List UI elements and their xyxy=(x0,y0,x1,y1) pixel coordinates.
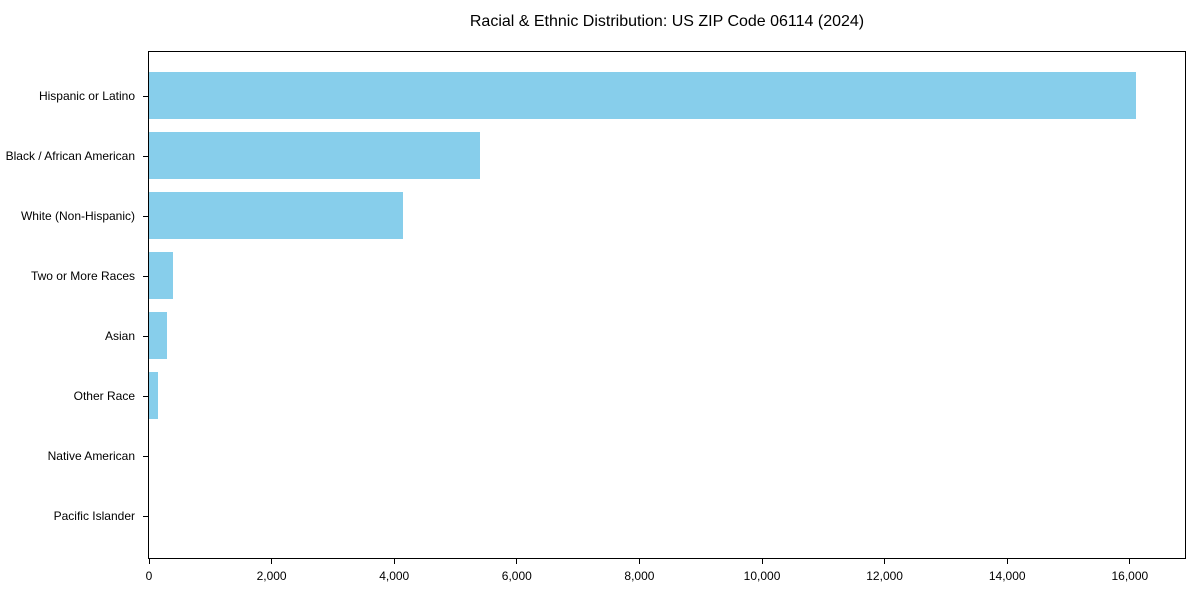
bar-white-non-hispanic xyxy=(149,192,404,239)
x-tick-mark xyxy=(884,559,886,564)
bar-asian xyxy=(149,312,168,359)
bar-other-race xyxy=(149,372,159,419)
x-tick-mark xyxy=(761,559,763,564)
y-row: Two or More Races xyxy=(0,246,148,306)
category-label: Black / African American xyxy=(5,149,135,163)
bar-row xyxy=(149,426,1185,486)
y-tick-mark xyxy=(143,156,148,157)
x-tick-mark xyxy=(393,559,395,564)
bar-row xyxy=(149,126,1185,186)
y-row: Other Race xyxy=(0,366,148,426)
y-tick-mark xyxy=(143,336,148,337)
x-axis: 0 2,000 4,000 6,000 8,000 10,000 12,000 14,000 1… xyxy=(145,559,1185,599)
x-tick-mark xyxy=(638,559,640,564)
bar-row xyxy=(149,306,1185,366)
x-tick-label: 10,000 xyxy=(743,569,781,583)
bar-row xyxy=(149,186,1185,246)
x-tick-mark xyxy=(1006,559,1008,564)
y-tick-mark xyxy=(143,396,148,397)
y-tick-mark xyxy=(143,456,148,457)
y-row: White (Non-Hispanic) xyxy=(0,186,148,246)
chart-title: Racial & Ethnic Distribution: US ZIP Cod… xyxy=(469,13,865,30)
category-label: White (Non-Hispanic) xyxy=(20,209,135,223)
y-tick-mark xyxy=(143,276,148,277)
y-row: Pacific Islander xyxy=(0,486,148,546)
x-tick-label: 4,000 xyxy=(379,569,410,583)
y-row: Hispanic or Latino xyxy=(0,66,148,126)
x-tick-mark xyxy=(516,559,518,564)
category-label: Two or More Races xyxy=(30,269,135,283)
category-label: Pacific Islander xyxy=(53,509,135,523)
bar-two-or-more-races xyxy=(149,252,173,299)
y-axis: Hispanic or Latino Black / African Americ… xyxy=(0,51,148,559)
x-tick-mark xyxy=(1129,559,1131,564)
bar-row xyxy=(149,66,1185,126)
bar-row xyxy=(149,486,1185,546)
x-tick-label: 14,000 xyxy=(988,569,1026,583)
y-tick-mark xyxy=(143,516,148,517)
y-row: Black / African American xyxy=(0,126,148,186)
x-tick-label: 0 xyxy=(145,569,153,583)
x-tick-label: 12,000 xyxy=(866,569,903,583)
bar-black-african-american xyxy=(149,132,481,179)
x-tick-label: 16,000 xyxy=(1111,569,1149,583)
y-tick-mark xyxy=(143,216,148,217)
category-label: Hispanic or Latino xyxy=(38,89,135,103)
plot-area xyxy=(148,51,1186,559)
x-tick-mark xyxy=(148,559,150,564)
x-tick-label: 8,000 xyxy=(624,569,655,583)
bar-hispanic-or-latino xyxy=(149,72,1136,119)
category-label: Asian xyxy=(104,329,135,343)
x-tick-label: 6,000 xyxy=(501,569,532,583)
bar-row xyxy=(149,246,1185,306)
y-tick-mark xyxy=(143,96,148,97)
bar-row xyxy=(149,366,1185,426)
y-row: Native American xyxy=(0,426,148,486)
category-label: Other Race xyxy=(73,389,135,403)
y-row: Asian xyxy=(0,306,148,366)
x-tick-mark xyxy=(271,559,273,564)
category-label: Native American xyxy=(47,449,135,463)
x-tick-label: 2,000 xyxy=(256,569,287,583)
